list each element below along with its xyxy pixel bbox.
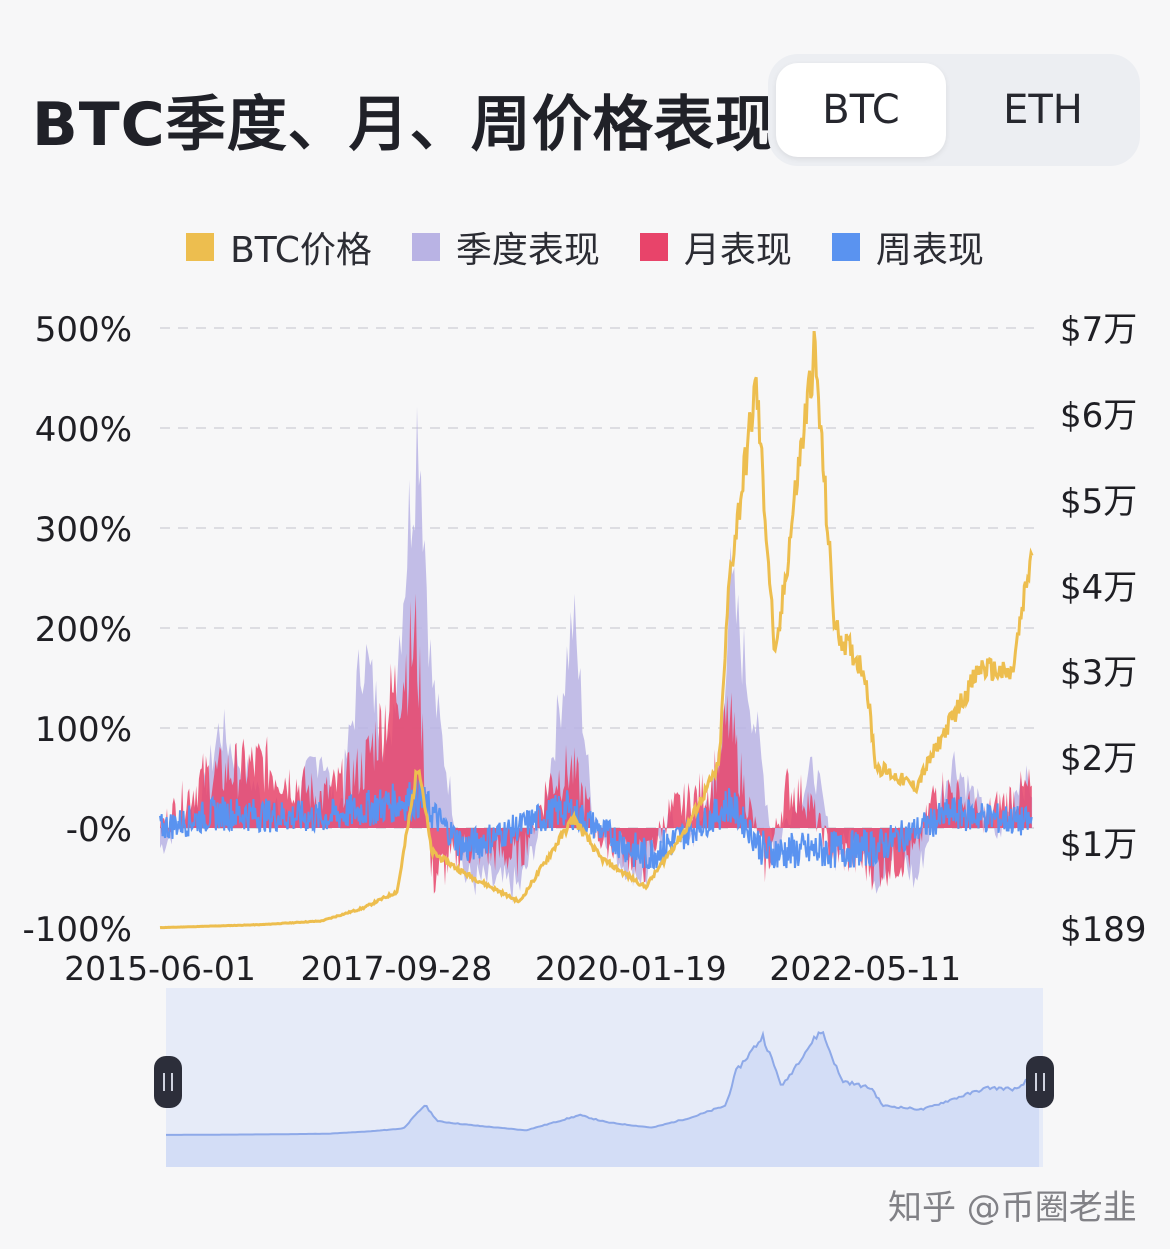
handle-body[interactable] [154,1056,182,1108]
y-right-tick-label: $4万 [1060,568,1137,608]
legend-label: 周表现 [875,230,984,271]
y-left-tick-label: -100% [23,910,132,950]
y-left-tick-label: 500% [35,310,132,350]
series-weekly-line [159,778,1033,871]
navigator-line [166,1030,1040,1136]
y-right-tick-label: $189 [1060,910,1147,950]
y-right-tick-label: $1万 [1060,825,1137,865]
y-left-tick-label: 400% [35,410,132,450]
legend-swatch [831,233,860,261]
navigator-handle-right[interactable] [1026,1056,1054,1108]
watermark-text: 知乎 @币圈老韭 [888,1188,1137,1228]
legend-swatch [639,233,668,261]
legend-swatch [411,233,440,261]
btc-toggle-button[interactable]: BTC [776,63,946,157]
navigator-handle-left[interactable] [154,1056,182,1108]
asset-toggle: BTC ETH [768,54,1140,166]
navigator-area [166,1032,1040,1167]
x-tick-label: 2017-09-28 [300,949,492,988]
x-tick-label: 2020-01-19 [535,949,727,988]
legend-item-price[interactable]: BTC价格 [186,222,372,272]
y-right-tick-label: $5万 [1060,482,1137,522]
legend-label: 季度表现 [455,230,600,271]
legend-item-weekly[interactable]: 周表现 [831,222,984,272]
legend-item-quarterly[interactable]: 季度表现 [411,222,600,272]
y-right-tick-label: $6万 [1060,396,1137,436]
y-left-tick-label: 200% [35,610,132,650]
eth-toggle-button[interactable]: ETH [1003,87,1083,133]
chart-legend: BTC价格 季度表现 月表现 周表现 [0,222,1170,272]
legend-item-monthly[interactable]: 月表现 [639,222,792,272]
y-left-tick-label: 300% [35,510,132,550]
handle-body[interactable] [1026,1056,1054,1108]
y-left-tick-label: -0% [66,810,132,850]
x-tick-label: 2022-05-11 [769,949,961,988]
legend-label: 月表现 [683,230,792,271]
y-right-tick-label: $3万 [1060,653,1137,693]
legend-label: BTC价格 [230,230,372,271]
page-title: BTC季度、月、周价格表现 [32,90,776,160]
legend-swatch [186,233,215,261]
y-right-tick-label: $2万 [1060,739,1137,779]
series-price-line [159,330,1034,930]
y-left-tick-label: 100% [35,710,132,750]
y-right-tick-label: $7万 [1060,310,1137,350]
x-tick-label: 2015-06-01 [64,949,256,988]
